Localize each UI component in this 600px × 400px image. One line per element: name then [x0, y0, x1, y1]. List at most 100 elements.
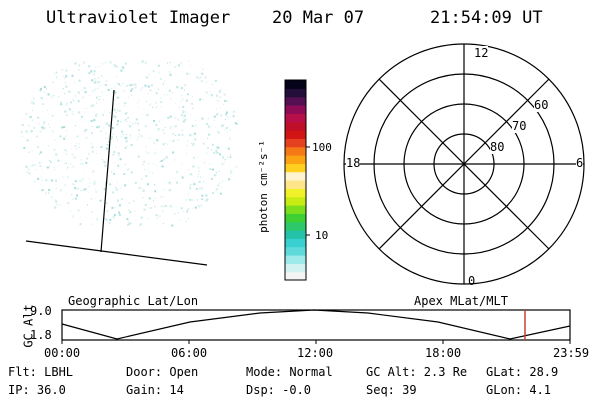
speckle: [73, 99, 74, 101]
speckle: [116, 181, 118, 183]
speckle: [161, 128, 164, 131]
speckle: [76, 143, 78, 145]
speckle: [145, 76, 148, 79]
speckle: [173, 126, 175, 128]
speckle: [77, 68, 80, 71]
speckle: [94, 188, 96, 190]
speckle: [218, 131, 220, 134]
speckle: [30, 130, 33, 133]
speckle: [94, 78, 96, 80]
speckle: [85, 128, 88, 131]
speckle: [215, 172, 217, 173]
speckle: [88, 178, 90, 180]
speckle: [181, 98, 184, 101]
colorbar-cell: [285, 213, 306, 223]
speckle: [113, 172, 116, 175]
speckle: [90, 70, 93, 73]
speckle: [212, 168, 214, 171]
speckle: [94, 79, 97, 82]
speckle: [100, 129, 103, 132]
speckle: [206, 122, 209, 125]
speckle: [106, 143, 109, 146]
speckle: [75, 125, 76, 127]
colorbar-cell: [285, 188, 306, 198]
speckle: [33, 164, 35, 166]
speckle: [64, 149, 67, 151]
timeline-xtick-0600: 06:00: [171, 346, 208, 360]
speckle: [71, 111, 73, 113]
speckle: [148, 152, 150, 154]
speckle: [164, 94, 166, 96]
speckle: [178, 87, 180, 89]
speckle: [144, 169, 145, 171]
speckle: [210, 127, 212, 129]
speckle: [83, 171, 85, 173]
speckle: [219, 190, 221, 192]
speckle: [227, 115, 230, 118]
speckle: [31, 119, 34, 122]
speckle: [177, 139, 179, 141]
speckle: [165, 142, 167, 144]
timeline-left-title: Geographic Lat/Lon: [68, 294, 199, 308]
speckle: [155, 92, 158, 95]
speckle: [103, 188, 106, 191]
speckle: [196, 76, 199, 79]
speckle: [65, 151, 67, 153]
colorbar-cell: [285, 96, 306, 106]
speckle: [53, 131, 54, 133]
speckle: [156, 165, 158, 167]
speckle: [206, 198, 209, 201]
speckle: [99, 199, 102, 202]
speckle: [116, 123, 119, 126]
speckle: [122, 82, 124, 84]
speckle: [109, 61, 112, 64]
speckle: [134, 121, 137, 124]
speckle: [121, 130, 123, 133]
colorbar-cell: [285, 246, 306, 256]
speckle: [76, 148, 77, 150]
colorbar-cell: [285, 180, 306, 189]
speckle: [31, 109, 33, 111]
speckle: [177, 64, 180, 67]
speckle: [127, 116, 130, 119]
speckle: [178, 133, 181, 136]
speckle: [40, 97, 43, 100]
speckle: [71, 194, 73, 196]
speckle: [77, 91, 80, 93]
speckle: [194, 120, 196, 122]
speckle: [37, 177, 40, 180]
timeline-ytick-1.8: 1.8: [30, 328, 52, 342]
speckle: [215, 190, 217, 192]
speckle: [55, 114, 57, 116]
speckle: [129, 211, 132, 214]
speckle: [167, 116, 170, 119]
speckle: [189, 186, 191, 188]
speckle: [102, 98, 104, 100]
speckle: [81, 75, 83, 77]
speckle: [130, 171, 133, 174]
speckle: [219, 90, 221, 91]
speckle: [155, 101, 157, 104]
speckle: [145, 204, 147, 206]
speckle: [128, 84, 131, 87]
speckle: [129, 134, 132, 137]
speckle: [199, 98, 202, 101]
speckle: [105, 133, 107, 135]
speckle: [61, 126, 64, 129]
polar-ring-label-80: 80: [490, 140, 505, 154]
speckle: [91, 223, 93, 225]
speckle: [163, 158, 166, 161]
speckle: [66, 66, 68, 68]
speckle: [229, 137, 231, 140]
speckle: [187, 193, 189, 195]
speckle: [70, 101, 72, 104]
speckle: [201, 204, 203, 206]
speckle: [101, 63, 103, 65]
speckle: [173, 65, 176, 68]
speckle: [218, 152, 219, 154]
speckle: [118, 103, 120, 105]
colorbar-cell: [285, 163, 306, 173]
speckle: [137, 106, 139, 108]
speckle: [155, 106, 158, 109]
speckle: [90, 120, 93, 122]
